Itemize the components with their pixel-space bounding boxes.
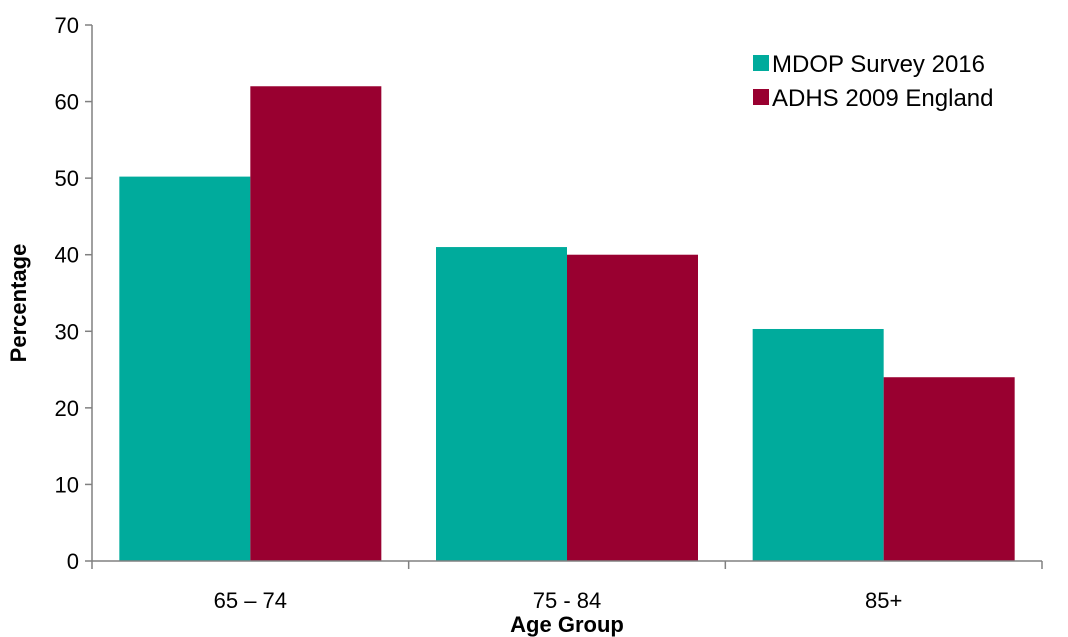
y-tick-label: 20 (55, 396, 79, 421)
bar-adhs-1 (567, 254, 698, 561)
x-tick-label: 85+ (865, 588, 902, 613)
bar-mdop-1 (436, 247, 567, 562)
bar-mdop-0 (119, 176, 251, 561)
x-axis-title: Age Group (510, 612, 624, 637)
axes-group (91, 25, 1042, 562)
y-tick-label: 30 (55, 319, 79, 344)
legend-swatch-0 (753, 55, 769, 71)
bar-mdop-2 (752, 328, 884, 561)
y-ticks-group: 0 10 20 30 40 50 60 70 (55, 13, 92, 574)
y-tick-label: 0 (67, 549, 79, 574)
x-tick-label: 75 - 84 (533, 588, 602, 613)
x-ticks-group: 65 – 74 75 - 84 85+ (91, 561, 1043, 613)
x-tick-label: 65 – 74 (214, 588, 287, 613)
y-tick-label: 70 (55, 13, 79, 38)
legend-swatch-1 (753, 89, 769, 105)
bar-adhs-2 (883, 377, 1015, 561)
y-tick-label: 60 (55, 90, 79, 115)
legend-label-1: ADHS 2009 England (772, 85, 993, 112)
y-tick-label: 10 (55, 472, 79, 497)
y-axis-title: Percentage (6, 244, 31, 363)
bars-group (119, 86, 1015, 562)
bar-adhs-0 (250, 86, 382, 561)
y-tick-label: 40 (55, 243, 79, 268)
y-tick-label: 50 (55, 166, 79, 191)
legend-label-0: MDOP Survey 2016 (772, 51, 985, 78)
legend: MDOP Survey 2016 ADHS 2009 England (753, 51, 993, 112)
